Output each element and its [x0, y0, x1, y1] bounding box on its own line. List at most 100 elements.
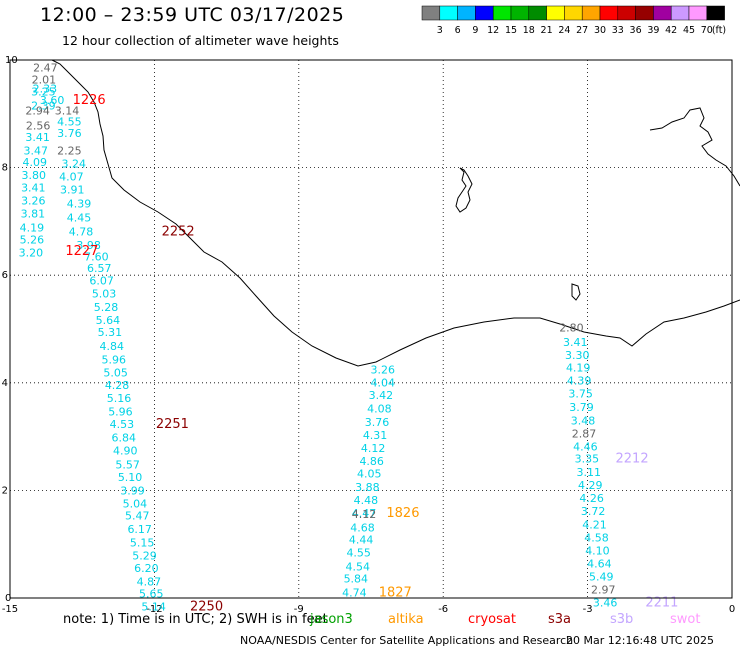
wave-height-label: 4.54 — [345, 560, 370, 573]
satellite-legend-altika: altika — [388, 612, 424, 627]
colorbar-swatch — [421, 5, 441, 21]
colorbar-label: 45 — [683, 25, 695, 36]
wave-height-label: 5.15 — [130, 537, 155, 550]
satellite-legend-s3a: s3a — [548, 612, 572, 627]
y-tick-label: 2 — [2, 485, 8, 496]
wave-height-label: 2.94 — [25, 105, 49, 118]
y-tick-label: 0 — [5, 593, 11, 604]
wave-height-label: 2.47 — [33, 62, 58, 75]
wave-height-label: 2.97 — [591, 583, 616, 596]
wave-height-label: 5.26 — [20, 234, 45, 247]
colorbar-label: 12 — [487, 25, 499, 36]
wave-height-label: 4.07 — [59, 171, 84, 184]
wave-height-label: 2.01 — [32, 73, 57, 86]
colorbar-swatch — [670, 5, 690, 21]
coastline-northeast — [649, 107, 740, 187]
wave-height-label: 4.10 — [585, 545, 610, 558]
footnote: note: 1) Time is in UTC; 2) SWH is in fe… — [63, 612, 328, 627]
wave-height-label: 6.07 — [89, 275, 114, 288]
wave-height-label: 5.29 — [132, 549, 157, 562]
wave-height-label: 5.57 — [115, 459, 140, 472]
wave-height-label: 3.75 — [568, 388, 593, 401]
wave-height-label: 5.16 — [107, 392, 132, 405]
wave-height-label: 6.57 — [87, 262, 112, 275]
wave-height-label: 5.04 — [123, 497, 147, 510]
wave-height-label: 3.76 — [365, 416, 390, 429]
wave-height-label: 3.99 — [120, 484, 145, 497]
wave-height-label: 3.47 — [23, 144, 48, 157]
wave-height-label: 4.55 — [346, 546, 371, 559]
colorbar-label: 33 — [612, 25, 624, 36]
colorbar-label: 18 — [523, 25, 535, 36]
wave-height-label: 4.68 — [350, 522, 375, 535]
colorbar-swatch — [546, 5, 565, 21]
colorbar-swatch — [475, 5, 494, 21]
wave-height-label: 5.47 — [125, 510, 150, 523]
wave-height-label: 3.46 — [593, 596, 618, 609]
wave-height-label: 5.31 — [98, 326, 123, 339]
wave-height-label: 3.25 — [31, 86, 55, 99]
x-tick-label: -3 — [583, 604, 593, 615]
wave-height-label: 4.55 — [57, 115, 82, 128]
pass-time-label: 1827 — [379, 586, 412, 601]
wave-height-label: 2.80 — [559, 321, 584, 334]
x-tick-label: -15 — [2, 604, 18, 615]
generated-timestamp: 20 Mar 12:16:48 UTC 2025 — [566, 634, 714, 647]
wave-height-label: 4.64 — [587, 558, 612, 571]
y-tick-label: 4 — [2, 378, 8, 389]
page-subtitle: 12 hour collection of altimeter wave hei… — [62, 33, 339, 48]
wave-height-label: 7.60 — [84, 250, 109, 263]
wave-height-label: 4.04 — [371, 376, 396, 389]
x-tick-label: 0 — [729, 604, 735, 615]
wave-height-label: 3.48 — [571, 414, 596, 427]
wave-height-label: 5.49 — [589, 570, 614, 583]
wave-height-label: 3.20 — [19, 247, 44, 260]
wave-height-label: 3.41 — [21, 182, 46, 195]
wave-height-colorbar: 3 6 9 12 15 18 21 24 27 30 33 36 39 42 45 70(ft) — [421, 5, 726, 36]
wave-height-label: 2.87 — [572, 427, 597, 440]
wave-height-label: 4.44 — [349, 533, 374, 546]
wave-height-label: 3.41 — [563, 336, 588, 349]
colorbar-swatch — [617, 5, 636, 21]
wave-height-label: 3.26 — [371, 363, 396, 376]
wave-height-label: 4.78 — [69, 226, 94, 239]
satellite-legend-cryosat: cryosat — [468, 612, 516, 627]
colorbar-label: 70 — [701, 25, 713, 36]
wave-height-label: 3.80 — [22, 169, 47, 182]
wave-height-label: 3.91 — [60, 184, 85, 197]
wave-height-label: 4.39 — [567, 375, 592, 388]
wave-height-label: 4.19 — [566, 362, 591, 375]
y-tick-label: 6 — [2, 270, 8, 281]
wave-height-label: 2.56 — [26, 120, 51, 133]
pass-time-label: 2252 — [162, 225, 195, 240]
x-tick-label: -6 — [438, 604, 448, 615]
colorbar-swatch — [706, 5, 725, 21]
map-frame — [9, 59, 733, 599]
wave-height-label: 3.81 — [21, 207, 46, 220]
credit-line: NOAA/NESDIS Center for Satellite Applica… — [240, 634, 574, 647]
wave-height-label: 5.10 — [118, 471, 143, 484]
pass-time-label: 2251 — [156, 417, 189, 432]
pass-time-label: 2250 — [190, 600, 223, 615]
pass-time-label: 2212 — [616, 452, 649, 467]
wave-height-label: 6.84 — [112, 432, 137, 445]
colorbar-label: 3 — [437, 25, 443, 36]
wave-height-label: 5.96 — [108, 405, 133, 418]
wave-height-label: 3.60 — [40, 94, 65, 107]
coastline — [51, 59, 740, 367]
coastline-islet — [571, 283, 581, 301]
wave-height-label: 5.65 — [139, 588, 164, 601]
colorbar-swatch — [439, 5, 458, 21]
wave-height-label: 4.28 — [105, 379, 129, 392]
coastline-island — [455, 167, 473, 213]
wave-height-label: 3.76 — [57, 127, 82, 140]
wave-height-label: 4.53 — [110, 418, 135, 431]
wave-height-label: 4.08 — [367, 403, 392, 416]
wave-height-label: 5.05 — [103, 367, 128, 380]
colorbar-label: 15 — [505, 25, 517, 36]
colorbar-label: 36 — [630, 25, 642, 36]
wave-height-label: 3.26 — [21, 194, 46, 207]
wave-height-label: 3.14 — [55, 105, 80, 118]
